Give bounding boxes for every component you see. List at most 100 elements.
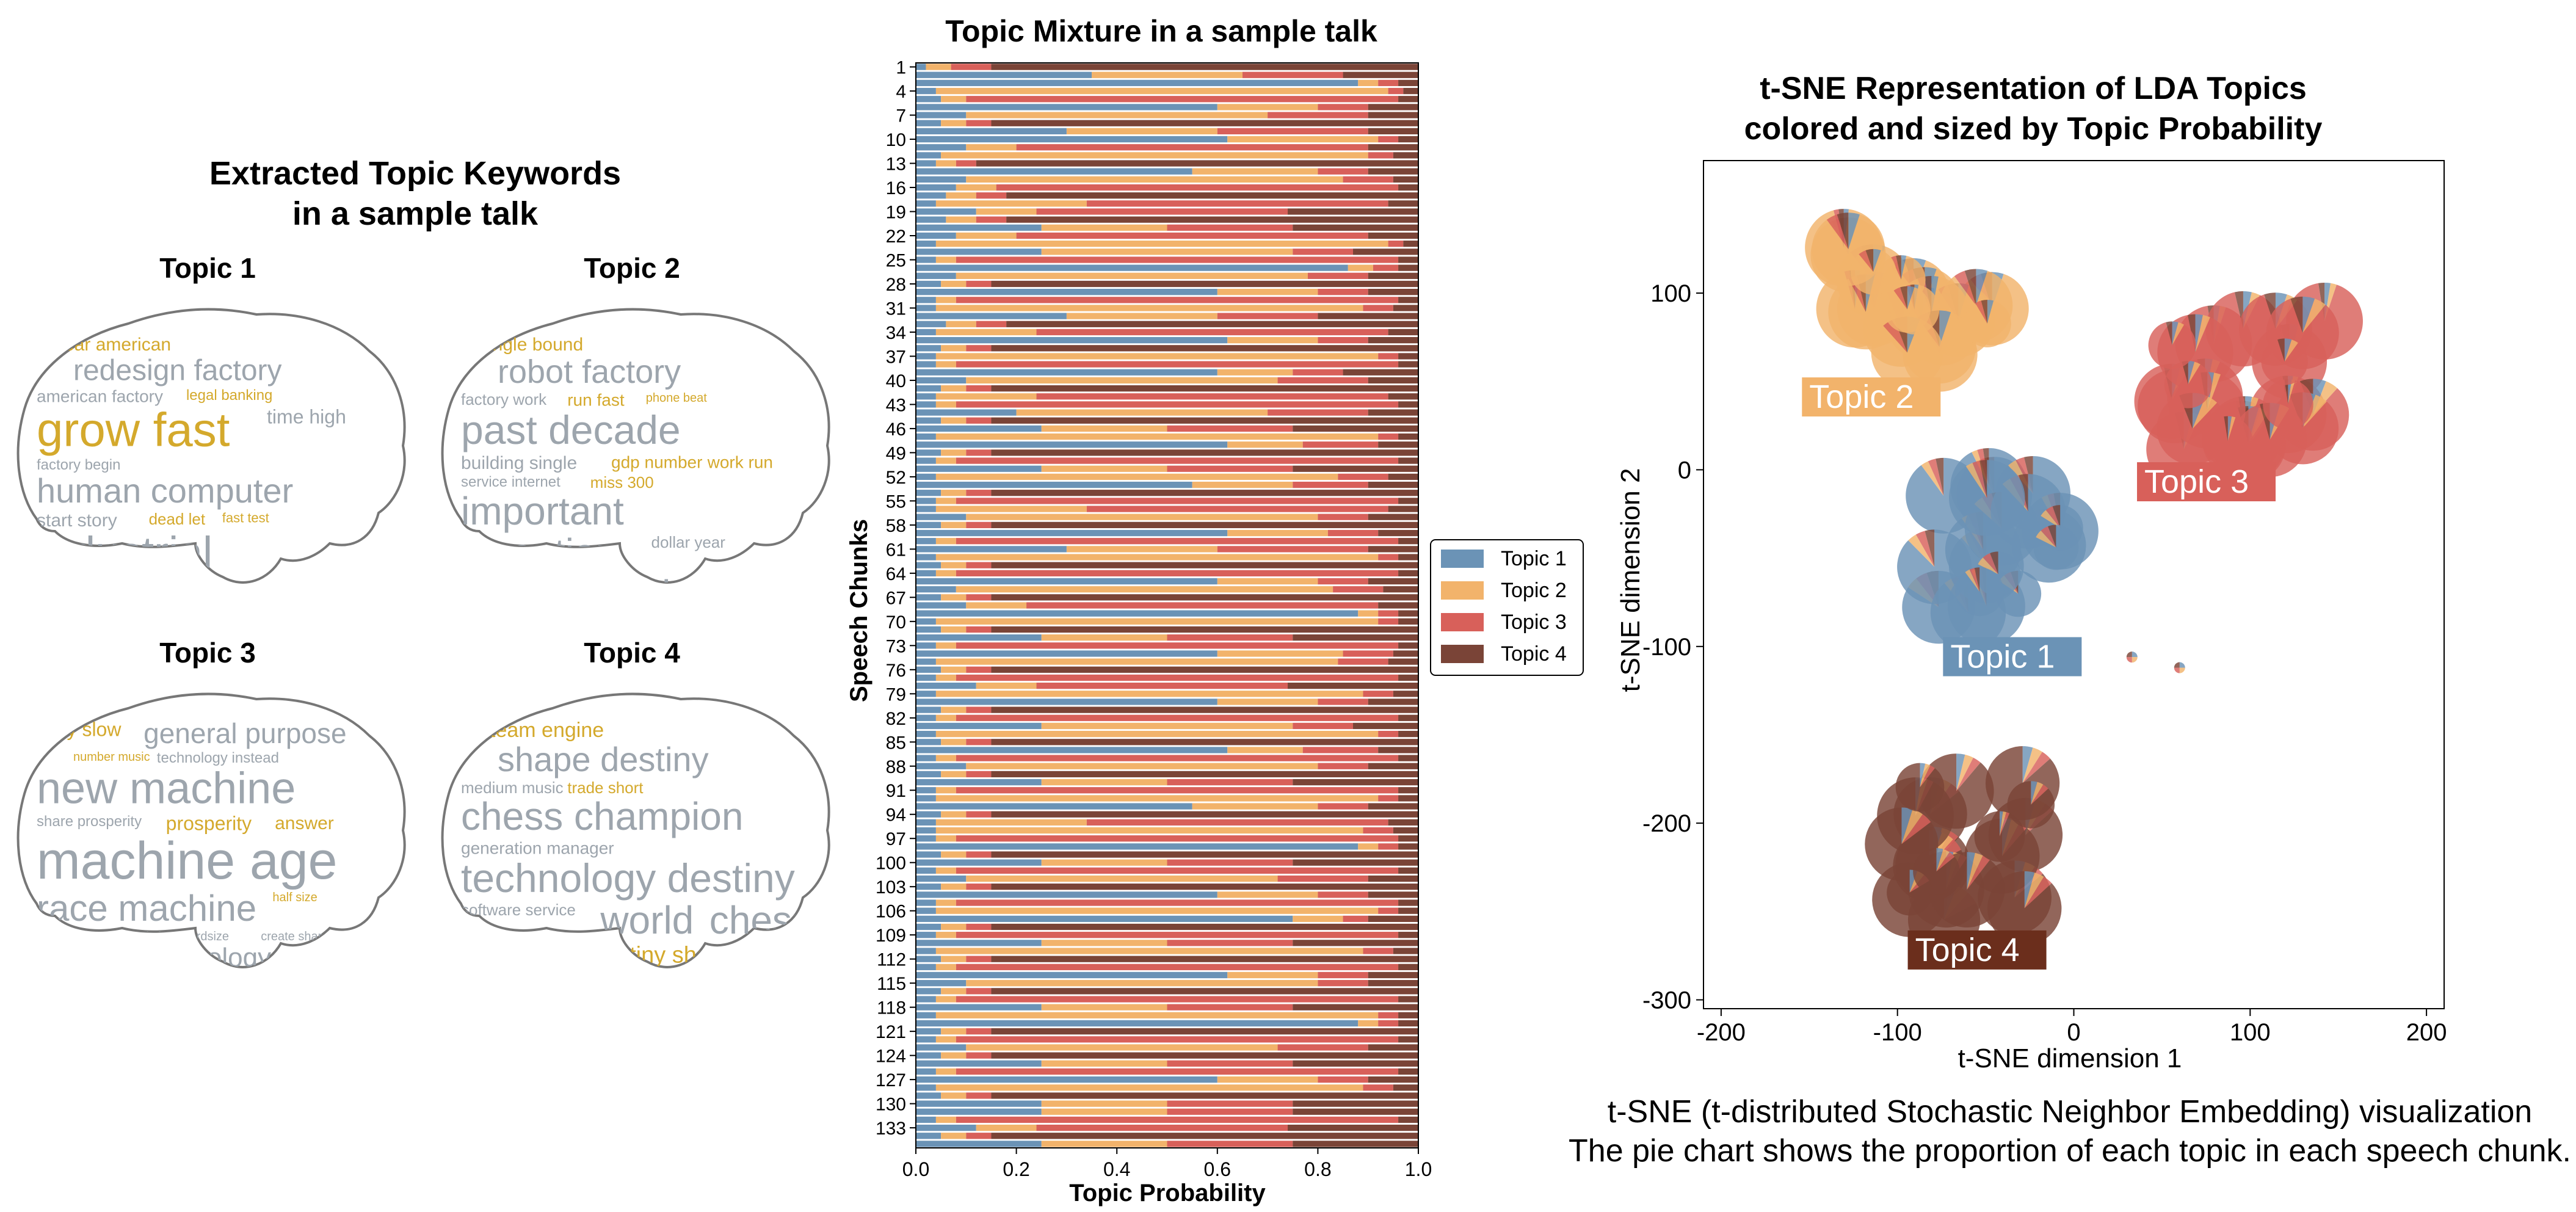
bar-y-tick-label: 28 <box>886 275 906 295</box>
bar-segment <box>1398 755 1418 761</box>
wordcloud-keyword: cheetah <box>545 572 684 616</box>
bar-segment <box>1307 272 1368 279</box>
bar-segment <box>916 867 936 874</box>
wordcloud-keyword: factory begin <box>37 457 120 473</box>
tsne-pie-point <box>1884 286 1931 333</box>
bar-segment <box>1036 393 1388 400</box>
bar-y-tick-label: 130 <box>876 1095 906 1115</box>
bar-segment <box>935 658 1338 665</box>
bar-segment <box>1277 875 1368 882</box>
bar-chart-title: Topic Mixture in a sample talk <box>945 14 1377 48</box>
bar-segment <box>1368 891 1418 898</box>
tsne-pie-point <box>1974 811 2025 862</box>
bar-segment <box>916 811 942 818</box>
bar-segment <box>976 1124 1037 1131</box>
tsne-x-tick-label: -100 <box>1873 1019 1922 1046</box>
bar-segment <box>956 932 1399 938</box>
bar-segment <box>966 112 1268 118</box>
bar-segment <box>1242 71 1343 78</box>
bar-segment <box>916 241 936 247</box>
bar-segment <box>941 1092 967 1099</box>
bar-segment <box>916 377 967 384</box>
bar-segment <box>935 907 1379 914</box>
bar-segment <box>916 1092 942 1099</box>
bar-segment <box>941 771 967 778</box>
bar-segment <box>916 272 956 279</box>
bar-segment <box>935 963 956 970</box>
tsne-pie-point <box>1913 848 1960 895</box>
bar-y-tick-label: 40 <box>886 371 906 391</box>
bar-segment <box>1343 369 1418 376</box>
bar-segment <box>1378 843 1399 850</box>
bar-segment <box>1318 971 1368 979</box>
bar-segment <box>966 980 1318 987</box>
bar-y-tick-label: 106 <box>876 902 906 922</box>
bar-segment <box>1398 787 1418 794</box>
bar-segment <box>991 923 1418 931</box>
bar-segment <box>916 835 936 842</box>
bar-segment <box>1041 778 1167 786</box>
bar-y-tick-label: 88 <box>886 757 906 777</box>
bar-x-tick-label: 0.2 <box>1003 1158 1029 1180</box>
bar-segment <box>1398 899 1418 906</box>
bar-segment <box>916 666 942 673</box>
tsne-pie-point <box>1850 249 1896 295</box>
bar-segment <box>1041 249 1293 255</box>
wordcloud-title: Topic 3 <box>159 637 256 669</box>
bar-segment <box>966 96 1399 103</box>
bar-segment <box>916 441 1228 448</box>
bar-segment <box>1368 980 1418 987</box>
bar-segment <box>941 988 967 995</box>
wordcloud-keyword: run fast <box>567 390 625 409</box>
bar-segment <box>1368 915 1418 922</box>
bar-segment <box>1368 481 1418 488</box>
bar-segment <box>991 706 1418 713</box>
bar-y-tick-label: 13 <box>886 154 906 175</box>
bar-segment <box>1378 79 1399 87</box>
bar-segment <box>1398 932 1418 938</box>
bar-segment <box>991 562 1418 568</box>
bar-segment <box>1378 554 1399 561</box>
bar-segment <box>991 1052 1418 1059</box>
bar-segment <box>956 232 1017 239</box>
bar-segment <box>966 377 1278 384</box>
bar-segment <box>991 345 1418 352</box>
bar-segment <box>1066 313 1217 319</box>
bar-segment <box>916 313 1067 319</box>
bar-segment <box>1368 272 1418 279</box>
wordcloud-keyword: gdp number <box>611 452 702 471</box>
bar-y-tick-label: 76 <box>886 661 906 681</box>
bar-segment <box>1363 1084 1393 1091</box>
bar-y-tick-label: 103 <box>876 877 906 898</box>
bar-segment <box>1398 674 1418 681</box>
bar-segment <box>916 264 1348 271</box>
wordcloud-keyword: new machine <box>37 764 296 813</box>
bar-segment <box>941 449 967 456</box>
bar-segment <box>1368 289 1418 296</box>
bar-segment <box>916 851 942 858</box>
bar-segment <box>916 498 936 504</box>
bar-segment <box>1393 948 1418 954</box>
bar-segment <box>956 1068 1399 1075</box>
bar-segment <box>1398 996 1418 1003</box>
tsne-pie-point <box>1897 529 1972 604</box>
bar-segment <box>935 835 956 842</box>
wordcloud-keyword: industry half <box>37 930 103 943</box>
bar-segment <box>1092 71 1243 78</box>
bar-segment <box>916 200 936 207</box>
bar-segment <box>1343 650 1393 657</box>
bar-segment <box>1293 1141 1418 1147</box>
wordcloud-title: Topic 2 <box>584 252 680 284</box>
bar-segment <box>916 87 936 95</box>
wordcloud-keyword: story 120 <box>253 623 319 642</box>
bar-segment <box>916 104 1217 111</box>
bar-segment <box>941 811 967 818</box>
bar-segment <box>1368 168 1418 175</box>
bar-segment <box>1378 618 1399 625</box>
bar-segment <box>1388 200 1418 207</box>
bar-segment <box>956 184 996 191</box>
bar-segment <box>1368 803 1418 810</box>
wordcloud-keyword: dollar year <box>651 533 726 551</box>
